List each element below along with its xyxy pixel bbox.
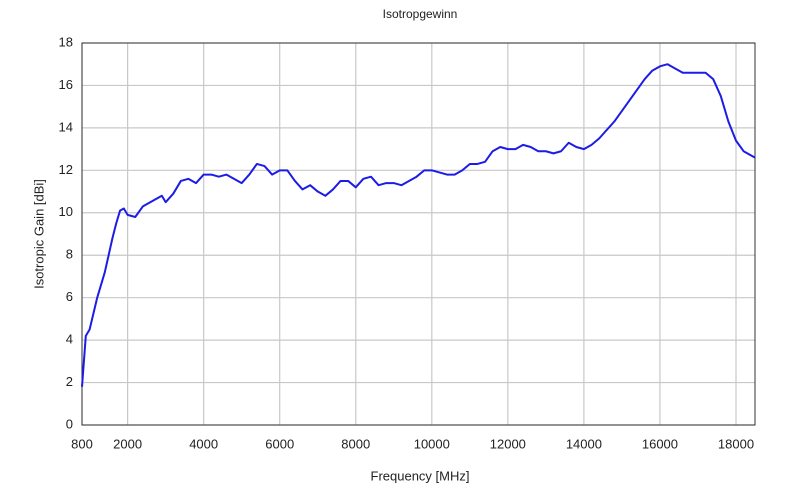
x-tick-label: 8000 (341, 436, 370, 451)
x-tick-label: 800 (71, 436, 93, 451)
plot-frame (81, 42, 756, 426)
y-tick-label: 18 (59, 34, 73, 49)
y-tick-label: 12 (59, 162, 73, 177)
y-tick-label: 4 (66, 332, 73, 347)
y-axis-label: Isotropic Gain [dBi] (31, 179, 46, 289)
y-tick-label: 6 (66, 289, 73, 304)
y-tick-label: 8 (66, 247, 73, 262)
y-tick-label: 0 (66, 416, 73, 431)
x-tick-label: 18000 (718, 436, 754, 451)
x-tick-label: 2000 (113, 436, 142, 451)
x-tick-label: 10000 (414, 436, 450, 451)
y-tick-label: 2 (66, 374, 73, 389)
chart-title: Isotropgewinn (383, 7, 458, 21)
y-tick-label: 10 (59, 204, 73, 219)
x-tick-label: 16000 (642, 436, 678, 451)
x-tick-label: 12000 (490, 436, 526, 451)
y-tick-label: 16 (59, 77, 73, 92)
x-tick-label: 6000 (265, 436, 294, 451)
y-tick-label: 14 (59, 119, 73, 134)
data-line (81, 63, 756, 387)
x-axis-label: Frequency [MHz] (371, 468, 470, 483)
x-tick-label: 4000 (189, 436, 218, 451)
x-tick-label: 14000 (566, 436, 602, 451)
